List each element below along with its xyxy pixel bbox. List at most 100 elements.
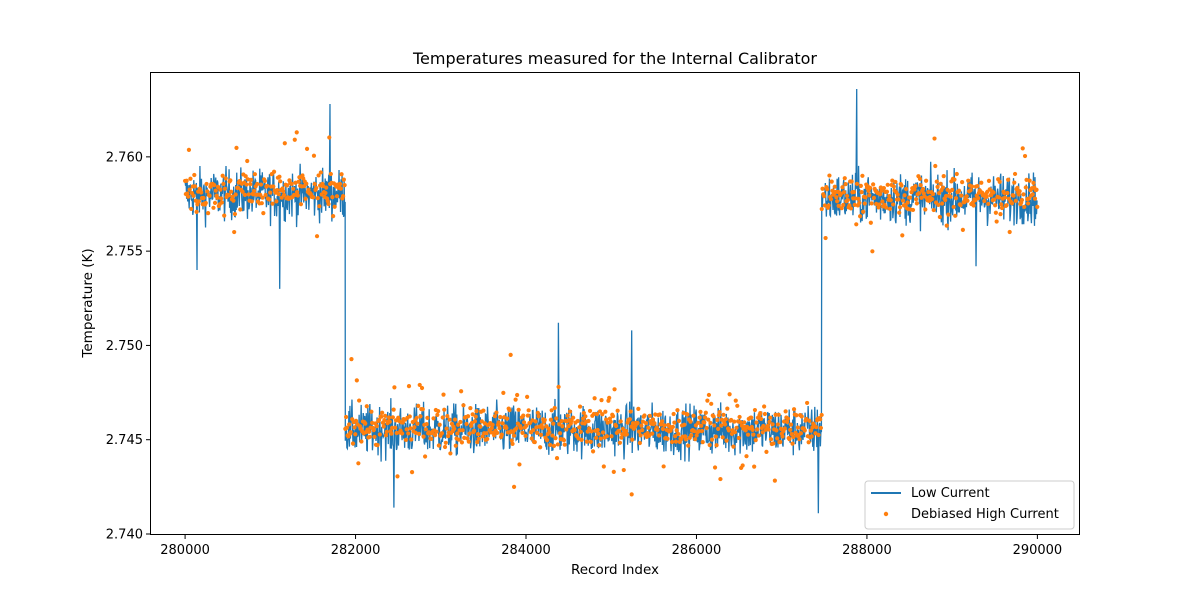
data-point-high-current [484,431,489,436]
data-point-high-current [525,413,530,418]
data-point-high-current [900,198,906,203]
data-point-high-current [298,202,304,207]
data-point-high-current [1022,204,1027,210]
data-point-high-current [940,201,945,206]
data-point-high-current [363,421,368,426]
y-axis: 2.740 2.745 2.750 2.755 2.760 [106,150,151,543]
data-point-high-current [476,436,481,441]
data-point-high-current [249,199,254,204]
data-point-high-current [219,196,224,201]
data-point-high-current [238,207,243,212]
data-point-high-current [367,429,372,434]
data-point-high-current [258,182,264,187]
data-point-high-current [880,199,885,204]
data-point-high-current [458,419,463,425]
data-point-high-current [516,407,521,412]
data-point-high-current [766,427,771,432]
data-point-high-current [587,408,593,414]
data-point-high-current [871,182,876,187]
data-point-high-current [555,442,560,447]
data-point-high-current [447,417,452,422]
data-point-high-current [408,426,413,431]
data-point-high-current [352,425,357,430]
data-point-high-current [196,199,201,204]
data-point-high-current [787,437,792,442]
data-point-high-current [571,415,576,420]
data-point-high-current [222,186,228,191]
data-point-high-current [640,428,645,433]
data-point-high-current [1034,187,1039,192]
data-point-high-current [993,210,998,215]
data-point-high-current [585,429,590,434]
x-axis-label: Record Index [571,562,659,578]
data-point-high-current [228,178,233,183]
data-point-high-current [445,414,450,419]
data-point-high-current [941,174,946,179]
data-point-high-current [973,198,978,203]
data-point-high-current [1013,198,1018,203]
data-point-high-current [841,202,846,208]
data-point-high-current [1011,193,1016,198]
data-point-high-current [615,408,620,413]
data-point-high-current [531,428,536,433]
data-point-high-current [836,203,841,209]
data-point-high-current [642,413,647,418]
data-point-high-current [189,206,194,212]
data-point-high-current [261,211,266,216]
data-point-high-current [807,418,812,423]
data-point-high-current [770,422,775,427]
data-point-high-current [420,407,425,412]
data-point-high-current [617,440,623,445]
data-point-high-current [764,449,769,454]
data-point-high-current [982,198,987,204]
data-point-high-current [547,430,552,435]
data-point-high-current [295,193,300,198]
data-point-high-current [745,432,751,437]
data-point-high-current [550,433,555,438]
data-point-high-current [804,416,809,422]
data-point-high-current [590,449,596,454]
data-point-high-current [871,195,877,200]
data-point-high-current [711,414,716,419]
data-point-high-current [244,182,249,187]
data-point-high-current [877,192,883,197]
data-point-high-current [199,190,204,195]
data-point-high-current [204,181,209,187]
data-point-high-current [481,408,486,413]
data-point-high-current [459,440,465,445]
data-point-high-current [940,185,946,190]
data-point-high-current [896,197,901,202]
data-point-high-current [392,385,397,390]
data-point-high-current [887,206,893,211]
x-tick-label: 286000 [672,543,722,558]
data-point-high-current [551,443,557,448]
data-point-high-current [639,423,644,428]
data-point-high-current [733,398,738,403]
data-point-high-current [848,206,854,211]
data-point-high-current [377,432,382,437]
data-point-high-current [552,405,557,411]
y-tick-label: 2.760 [106,150,143,165]
data-point-high-current [819,412,824,418]
data-point-high-current [334,194,340,199]
data-point-high-current [406,384,412,389]
data-point-high-current [529,436,534,441]
data-point-high-current [954,171,959,177]
data-point-high-current [446,433,451,439]
data-point-high-current [1012,180,1017,185]
data-point-high-current [246,192,251,197]
data-point-high-current [301,176,306,181]
data-point-high-current [627,417,633,422]
data-point-high-current [689,433,694,438]
data-point-high-current [248,177,254,183]
data-point-high-current [825,187,830,192]
data-point-high-current [907,195,913,200]
data-point-high-current [775,436,780,441]
data-point-high-current [331,213,336,219]
data-point-high-current [364,404,369,409]
data-point-high-current [311,153,317,158]
data-point-high-current [821,194,827,199]
data-point-high-current [877,202,882,207]
data-point-high-current [827,173,832,178]
data-point-high-current [252,188,257,193]
